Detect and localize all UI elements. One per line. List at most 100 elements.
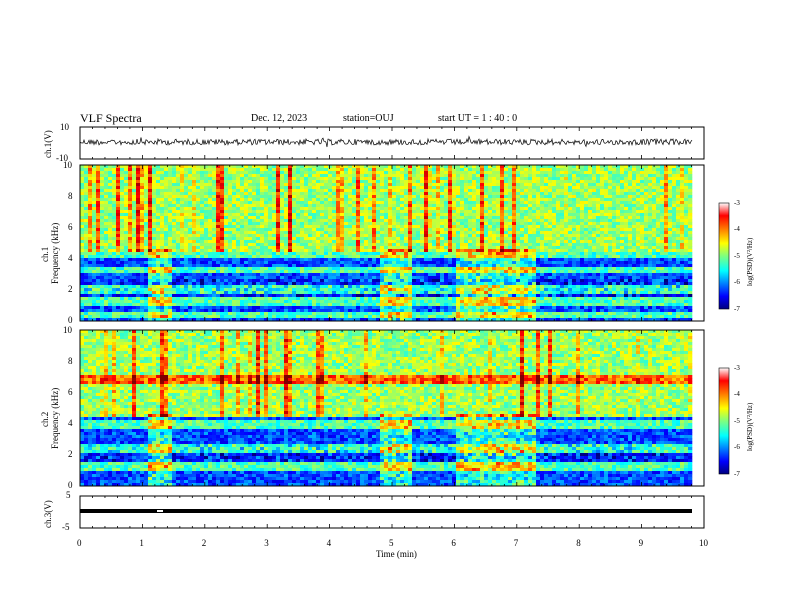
spectrogram-cell — [204, 243, 209, 247]
spectrogram-cell — [304, 207, 309, 211]
spectrogram-cell — [216, 189, 221, 193]
spectrogram-cell — [460, 213, 465, 217]
spectrogram-cell — [472, 225, 477, 229]
spectrogram-cell — [208, 177, 213, 181]
spectrogram-cell — [236, 183, 241, 187]
spectrogram-cell — [368, 228, 373, 232]
spectrogram-cell — [532, 240, 537, 244]
spectrogram-cell — [428, 261, 433, 265]
spectrogram-cell — [420, 246, 425, 250]
spectrogram-cell — [184, 168, 189, 172]
spectrogram-cell — [588, 213, 593, 217]
spectrogram-cell — [200, 228, 205, 232]
spectrogram-cell — [92, 207, 97, 211]
spectrogram-cell — [180, 198, 185, 202]
spectrogram-cell — [220, 237, 225, 241]
spectrogram-cell — [668, 171, 673, 175]
spectrogram-cell — [388, 231, 393, 235]
spectrogram-cell — [532, 228, 537, 232]
spectrogram-cell — [588, 258, 593, 262]
spectrogram-cell — [272, 171, 277, 175]
spectrogram-cell — [612, 207, 617, 211]
spectrogram-cell — [540, 195, 545, 199]
spectrogram-cell — [428, 207, 433, 211]
spectrogram-cell — [500, 216, 505, 220]
spectrogram-cell — [172, 228, 177, 232]
spectrogram-cell — [680, 216, 685, 220]
spectrogram-cell — [372, 252, 377, 256]
spectrogram-cell — [600, 186, 605, 190]
spectrogram-cell — [252, 210, 257, 214]
spectrogram-cell — [380, 177, 385, 181]
spectrogram-cell — [660, 186, 665, 190]
spectrogram-cell — [528, 228, 533, 232]
spectrogram-cell — [448, 183, 453, 187]
spectrogram-cell — [600, 219, 605, 223]
spectrogram-cell — [524, 192, 529, 196]
spectrogram-cell — [608, 231, 613, 235]
spectrogram-cell — [216, 228, 221, 232]
spectrogram-cell — [92, 186, 97, 190]
spectrogram-cell — [188, 258, 193, 262]
spectrogram-cell — [564, 255, 569, 259]
spectrogram-cell — [256, 222, 261, 226]
spectrogram-cell — [172, 174, 177, 178]
spectrogram-cell — [364, 249, 369, 253]
spectrogram-cell — [100, 183, 105, 187]
spectrogram-cell — [388, 189, 393, 193]
spectrogram-cell — [416, 228, 421, 232]
spectrogram-cell — [528, 168, 533, 172]
spectrogram-cell — [684, 204, 689, 208]
spectrogram-cell — [532, 165, 537, 169]
spectrogram-cell — [608, 252, 613, 256]
spectrogram-cell — [176, 246, 181, 250]
spectrogram-cell — [136, 219, 141, 223]
spectrogram-cell — [472, 237, 477, 241]
spectrogram-cell — [508, 237, 513, 241]
spectrogram-cell — [364, 168, 369, 172]
spectrogram-cell — [512, 201, 517, 205]
spectrogram-cell — [532, 216, 537, 220]
spectrogram-cell — [408, 192, 413, 196]
spectrogram-cell — [400, 198, 405, 202]
spectrogram-cell — [564, 243, 569, 247]
spectrogram-cell — [332, 171, 337, 175]
spectrogram-cell — [292, 216, 297, 220]
spectrogram-cell — [156, 165, 161, 169]
spectrogram-cell — [536, 225, 541, 229]
spectrogram-cell — [604, 207, 609, 211]
spectrogram-cell — [600, 192, 605, 196]
spectrogram-cell — [440, 216, 445, 220]
spectrogram-cell — [300, 258, 305, 262]
spectrogram-cell — [320, 222, 325, 226]
spectrogram-cell — [176, 225, 181, 229]
spectrogram-cell — [240, 231, 245, 235]
spectrogram-cell — [196, 207, 201, 211]
spectrogram-cell — [276, 225, 281, 229]
spectrogram-cell — [248, 183, 253, 187]
spectrogram-cell — [624, 255, 629, 259]
spectrogram-cell — [372, 246, 377, 250]
spectrogram-cell — [264, 228, 269, 232]
spectrogram-cell — [452, 216, 457, 220]
spectrogram-cell — [528, 216, 533, 220]
spectrogram-cell — [352, 228, 357, 232]
spectrogram-cell — [612, 234, 617, 238]
spectrogram-cell — [380, 210, 385, 214]
spectrogram-cell — [420, 216, 425, 220]
spectrogram-cell — [640, 249, 645, 253]
spectrogram-cell — [164, 180, 169, 184]
spectrogram-cell — [460, 192, 465, 196]
spectrogram-cell — [100, 204, 105, 208]
spectrogram-cell — [228, 195, 233, 199]
spectrogram-cell — [236, 165, 241, 169]
spectrogram-cell — [252, 174, 257, 178]
spectrogram-cell — [632, 183, 637, 187]
spectrogram-cell — [676, 210, 681, 214]
spectrogram-cell — [504, 231, 509, 235]
spectrogram-cell — [368, 183, 373, 187]
spectrogram-cell — [632, 234, 637, 238]
spectrogram-cell — [464, 168, 469, 172]
spectrogram-cell — [252, 198, 257, 202]
spectrogram-cell — [652, 198, 657, 202]
